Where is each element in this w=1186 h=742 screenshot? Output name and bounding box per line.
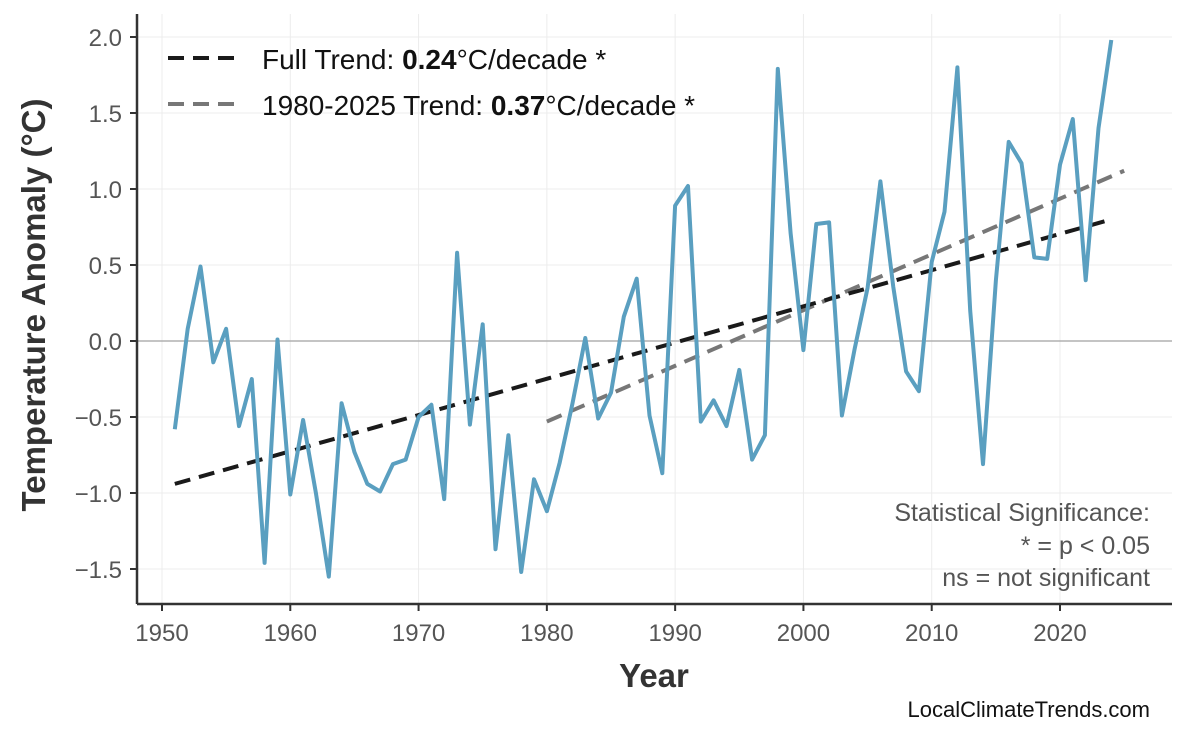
- y-tick-label: −1.0: [75, 481, 122, 508]
- annotation-line: Statistical Significance:: [894, 499, 1150, 527]
- tick-labels: 1950 1960 1970 1980 1990 2000 2010 2020 2.0 1.5 1.…: [75, 25, 1087, 647]
- annotation-line: ns = not significant: [942, 564, 1150, 592]
- x-axis-label: Year: [619, 657, 689, 694]
- significance-annotation: Statistical Significance: * = p < 0.05 n…: [894, 499, 1150, 592]
- y-tick-label: 0.5: [89, 253, 122, 280]
- watermark: LocalClimateTrends.com: [908, 697, 1151, 722]
- y-axis-label: Temperature Anomaly (°C): [15, 99, 52, 512]
- x-tick-label: 1960: [264, 620, 317, 647]
- y-tick-label: −1.5: [75, 557, 122, 584]
- y-tick-label: 1.5: [89, 101, 122, 128]
- x-tick-label: 2020: [1033, 620, 1086, 647]
- legend-label-recent-trend: 1980-2025 Trend: 0.37°C/decade *: [262, 90, 695, 121]
- x-tick-label: 2010: [905, 620, 958, 647]
- legend: Full Trend: 0.24°C/decade * 1980-2025 Tr…: [168, 44, 695, 121]
- x-tick-label: 1950: [135, 620, 188, 647]
- x-tick-label: 1980: [520, 620, 573, 647]
- y-tick-label: 1.0: [89, 177, 122, 204]
- y-tick-label: 2.0: [89, 25, 122, 52]
- axes: [130, 14, 1172, 611]
- legend-label-full-trend: Full Trend: 0.24°C/decade *: [262, 44, 606, 75]
- series-line: [172, 39, 1114, 579]
- y-tick-label: −0.5: [75, 405, 122, 432]
- x-tick-label: 1990: [648, 620, 701, 647]
- y-tick-label: 0.0: [89, 329, 122, 356]
- x-tick-label: 1970: [392, 620, 445, 647]
- annotation-line: * = p < 0.05: [1021, 532, 1150, 560]
- x-tick-label: 2000: [777, 620, 830, 647]
